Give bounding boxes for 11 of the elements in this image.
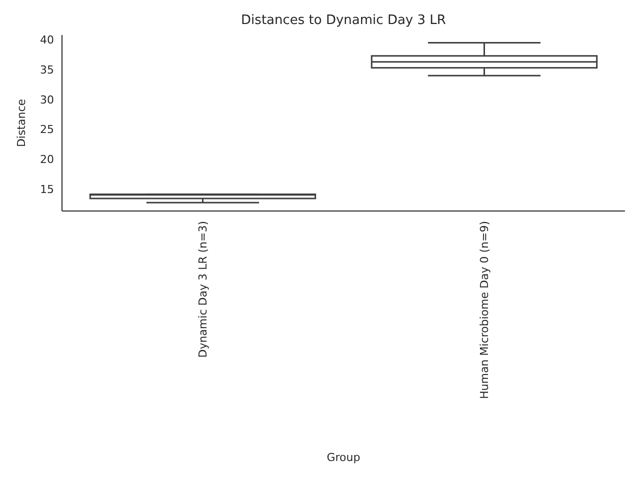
- x-tick-label: Dynamic Day 3 LR (n=3): [196, 221, 210, 358]
- y-tick-label: 35: [40, 63, 54, 76]
- x-tick-label: Human Microbiome Day 0 (n=9): [478, 221, 492, 400]
- x-axis-title: Group: [326, 451, 360, 464]
- y-tick-label: 15: [40, 182, 54, 196]
- y-tick-label: 30: [40, 93, 54, 106]
- y-tick-label: 20: [40, 152, 54, 166]
- chart-title: Distances to Dynamic Day 3 LR: [241, 13, 446, 28]
- y-tick-label: 25: [40, 123, 54, 136]
- y-axis-title: Distance: [15, 98, 28, 148]
- y-tick-label: 40: [40, 34, 54, 47]
